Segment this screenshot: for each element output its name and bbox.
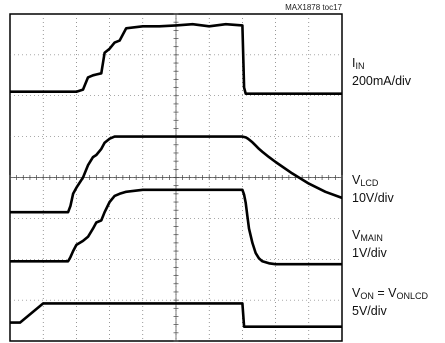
trace-von — [10, 302, 342, 328]
plot-grid — [9, 13, 343, 342]
plot-traces — [10, 22, 343, 328]
trace-vlcd — [10, 135, 343, 214]
trace-scale-vmain: 1V/div — [352, 246, 387, 260]
trace-label-vlcd: VLCD 10V/div — [352, 173, 394, 205]
trace-label-iin: IIN 200mA/div — [352, 56, 412, 88]
trace-label-vmain: VMAIN 1V/div — [352, 228, 387, 260]
trace-scale-von: 5V/div — [352, 304, 387, 318]
figure-reference: MAX1878 toc17 — [285, 3, 342, 12]
trace-scale-iin: 200mA/div — [352, 74, 412, 88]
trace-vmain — [10, 188, 342, 266]
trace-label-von: VON = VONLCD 5V/div — [352, 286, 428, 318]
trace-iin — [10, 22, 342, 95]
trace-scale-vlcd: 10V/div — [352, 191, 394, 205]
